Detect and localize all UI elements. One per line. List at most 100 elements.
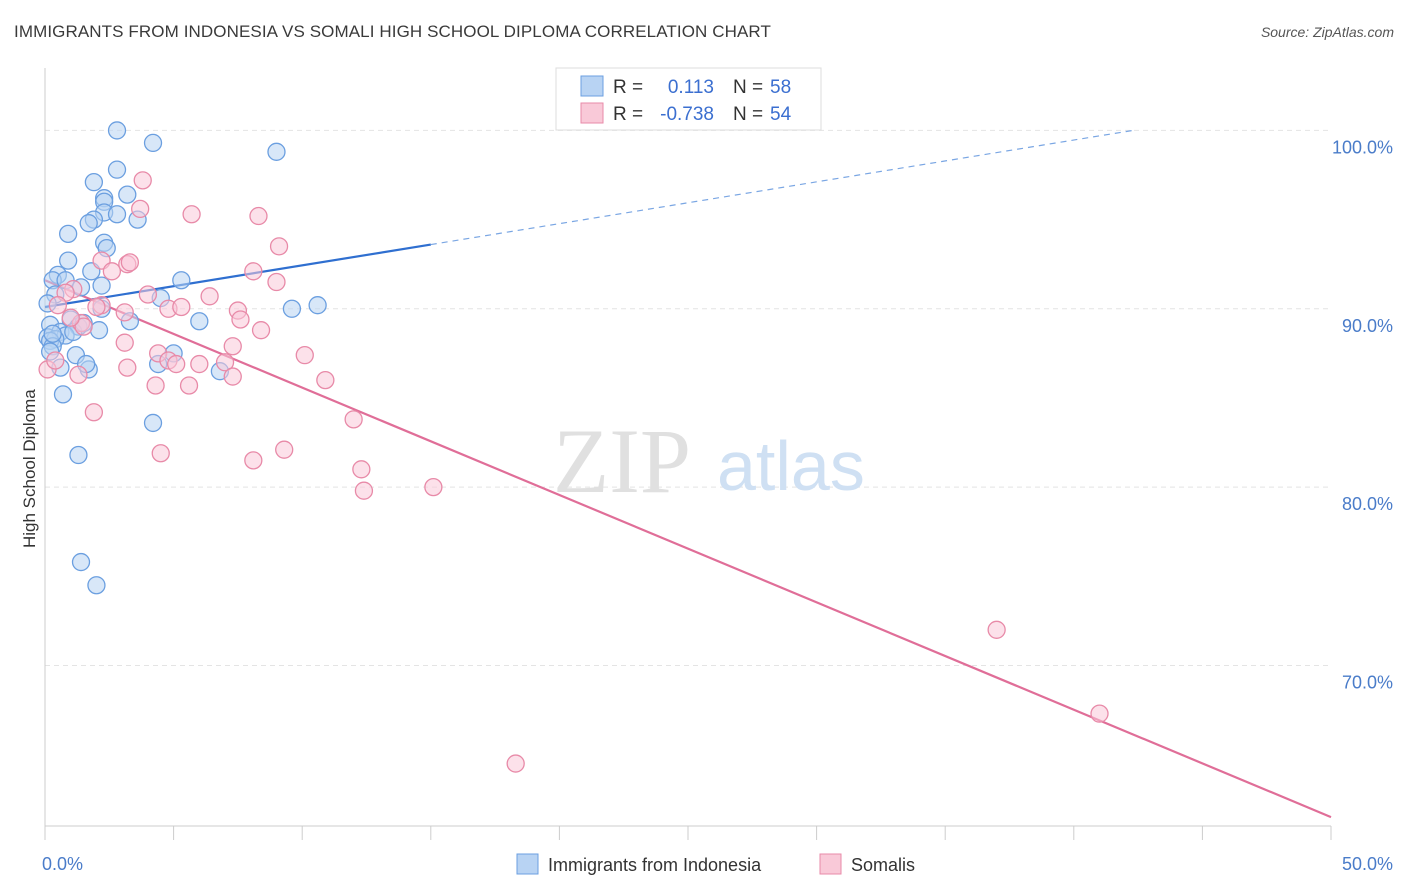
watermark-atlas: atlas [717,427,865,505]
point-indonesia-54 [71,552,91,572]
point-somalis-45 [352,460,371,479]
point-somalis-41 [344,410,363,429]
point-somalis-3 [249,206,268,226]
watermark-zip: ZIP [553,410,691,512]
point-somalis-36 [146,376,165,395]
point-somalis-23 [251,321,271,340]
legend-n-value-1: 58 [770,77,791,98]
grid-lines [45,129,1331,666]
trend-line-1 [44,279,1332,819]
point-somalis-27 [295,345,314,365]
point-somalis-46 [354,481,374,500]
point-somalis-44 [244,451,263,470]
point-indonesia-2 [267,142,286,161]
point-indonesia-4 [84,172,104,192]
point-somalis-7 [120,253,140,272]
point-somalis-53 [61,308,80,327]
point-somalis-4 [269,237,289,256]
point-indonesia-3 [107,160,127,179]
point-indonesia-16 [58,251,78,270]
point-somalis-39 [46,351,65,370]
point-somalis-43 [275,440,294,459]
point-indonesia-38 [89,321,109,340]
point-somalis-50 [506,754,525,773]
point-somalis-26 [223,337,242,356]
bottom-legend-swatch-somalis [819,853,842,875]
bottom-legend-label-somalis: Somalis [851,855,915,875]
y-tick-label-3: 70.0% [1342,672,1393,692]
point-somalis-0 [133,171,152,190]
point-somalis-20 [231,310,250,329]
point-indonesia-31 [190,312,209,331]
point-indonesia-52 [143,413,163,433]
point-indonesia-5 [118,185,137,204]
y-axis-title: High School Diploma [20,389,39,548]
point-somalis-9 [244,262,263,281]
legend-swatch-indonesia [580,75,604,97]
point-indonesia-23 [172,271,191,290]
point-somalis-33 [69,365,88,384]
bottom-legend: Immigrants from Indonesia Somalis [516,853,915,875]
x-tick-label-left: 0.0% [42,854,83,874]
point-indonesia-0 [107,121,127,140]
legend-swatch-somalis [580,102,604,124]
point-somalis-31 [215,353,235,372]
y-tick-label-2: 80.0% [1342,494,1393,514]
data-points [38,121,1109,773]
point-indonesia-56 [43,324,62,343]
chart-title: IMMIGRANTS FROM INDONESIA VS SOMALI HIGH… [14,22,771,41]
point-somalis-24 [115,333,134,352]
point-somalis-42 [151,444,170,463]
point-somalis-51 [87,297,106,317]
point-indonesia-9 [107,205,127,224]
legend-r-value-2: -0.738 [660,104,714,125]
x-tick-labels: 0.0% 50.0% [42,854,1393,874]
point-somalis-35 [316,370,335,390]
point-somalis-1 [131,199,150,219]
point-somalis-30 [190,354,209,374]
point-indonesia-1 [143,133,163,153]
point-indonesia-29 [308,296,327,315]
point-somalis-10 [267,272,286,292]
point-indonesia-28 [282,299,302,318]
source-label: Source: ZipAtlas.com [1260,24,1394,40]
point-somalis-15 [48,296,68,315]
trend-line-extension-0 [430,129,1134,246]
x-tick-label-right: 50.0% [1342,854,1393,874]
y-tick-label-1: 90.0% [1342,316,1393,336]
point-somalis-17 [115,303,134,322]
watermark: ZIP atlas [553,410,865,512]
legend-box: R = 0.113 N = 58 R = -0.738 N = 54 [555,67,822,131]
y-tick-labels: 100.0% 90.0% 80.0% 70.0% [1332,137,1393,692]
point-somalis-34 [223,367,242,386]
point-indonesia-21 [92,276,111,295]
point-somalis-52 [172,297,191,317]
trend-line-0 [44,243,431,309]
point-somalis-13 [138,285,158,304]
legend-n-value-2: 54 [770,104,792,125]
point-indonesia-51 [53,385,73,404]
bottom-legend-swatch-indonesia [516,853,539,875]
point-somalis-2 [182,205,201,224]
point-indonesia-12 [79,214,98,233]
point-indonesia-13 [58,224,78,244]
bottom-legend-label-indonesia: Immigrants from Indonesia [548,855,762,875]
axes [44,68,1332,840]
legend-n-label-1: N = [733,77,763,98]
y-tick-label-0: 100.0% [1332,137,1393,157]
point-somalis-32 [118,358,137,377]
legend-n-label-2: N = [733,104,763,125]
point-somalis-37 [179,376,199,395]
point-somalis-14 [200,287,219,306]
point-somalis-22 [74,317,93,336]
point-somalis-8 [102,262,122,281]
point-somalis-40 [84,403,104,422]
point-somalis-48 [987,620,1006,639]
point-indonesia-55 [87,576,106,595]
point-somalis-29 [167,354,186,374]
trend-lines [44,129,1332,819]
point-somalis-47 [424,477,443,497]
point-indonesia-53 [69,445,88,465]
legend-r-value-1: 0.113 [668,77,714,98]
